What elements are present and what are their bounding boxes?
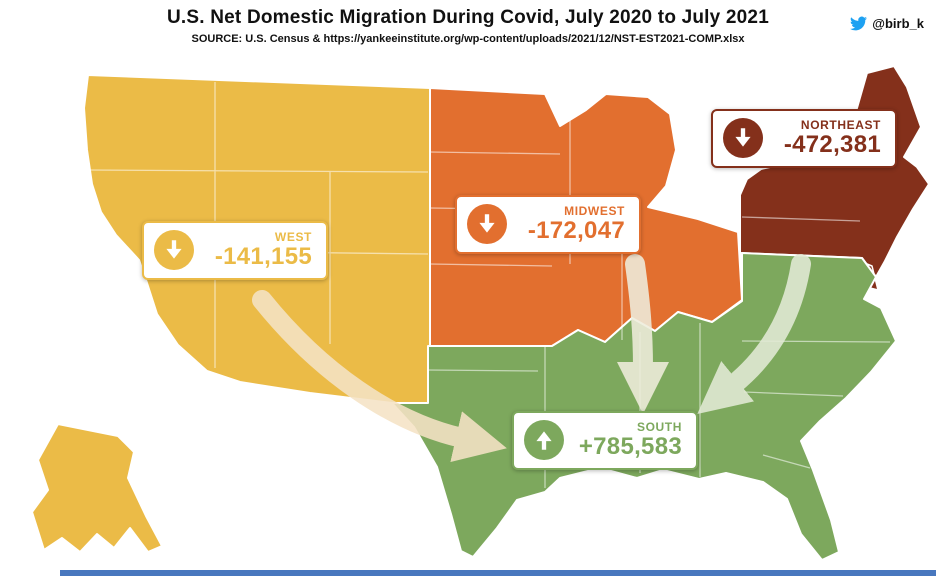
twitter-bird-icon <box>850 16 868 31</box>
region-value: +785,583 <box>578 433 682 461</box>
northeast-region-shape <box>739 65 930 278</box>
region-value: -141,155 <box>214 243 312 271</box>
region-label: SOUTH <box>637 420 682 434</box>
callout-south: SOUTH +785,583 <box>512 411 698 470</box>
footer-bar <box>60 570 936 576</box>
callout-northeast: NORTHEAST -472,381 <box>711 109 897 168</box>
twitter-credit: @birb_k <box>850 15 924 32</box>
region-label: MIDWEST <box>564 204 625 218</box>
migration-arrow-northeast-to-south <box>697 254 811 414</box>
twitter-handle: @birb_k <box>872 16 924 31</box>
alaska-shape <box>31 423 163 553</box>
page-title: U.S. Net Domestic Migration During Covid… <box>167 7 769 28</box>
migration-arrow-west-to-south <box>252 290 507 463</box>
region-value: -472,381 <box>783 131 881 159</box>
down-arrow-icon <box>723 118 763 159</box>
region-value: -172,047 <box>527 217 625 245</box>
callout-midwest: MIDWEST -172,047 <box>455 195 641 254</box>
migration-arrow-midwest-to-south <box>616 254 669 414</box>
down-arrow-icon <box>154 230 194 271</box>
region-label: WEST <box>274 230 312 244</box>
source-note: SOURCE: U.S. Census & https://yankeeinst… <box>191 33 745 45</box>
up-arrow-icon <box>524 420 564 461</box>
region-label: NORTHEAST <box>800 118 881 132</box>
down-arrow-icon <box>467 204 507 245</box>
header: U.S. Net Domestic Migration During Covid… <box>0 7 936 45</box>
callout-west: WEST -141,155 <box>142 221 328 280</box>
